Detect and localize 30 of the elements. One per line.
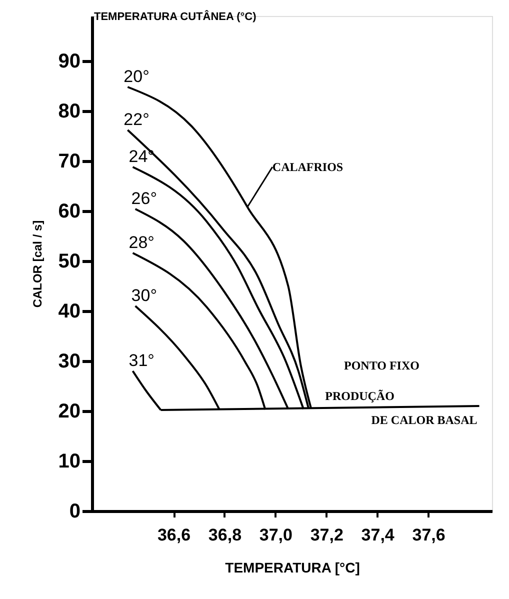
x-tick-label: 36,8 — [208, 526, 242, 544]
y-tick-label: 0 — [69, 500, 80, 522]
series-label: 20° — [124, 67, 150, 86]
y-tick-label: 20 — [58, 400, 80, 422]
y-tick-label: 10 — [58, 450, 80, 472]
annotation: PRODUÇÃO — [325, 389, 394, 403]
x-axis-title: TEMPERATURA [°C] — [225, 560, 360, 576]
annotation: PONTO FIXO — [344, 358, 420, 372]
x-tick-label: 37,2 — [310, 526, 344, 544]
x-tick-label: 36,6 — [157, 526, 191, 544]
y-tick-label: 50 — [58, 250, 80, 272]
y-tick-label: 80 — [58, 100, 80, 122]
series-label: 26° — [131, 189, 158, 208]
annotation: DE CALOR BASAL — [371, 413, 478, 427]
series-label: 31° — [128, 351, 154, 370]
y-tick-label: 60 — [58, 200, 80, 222]
series-label: 22° — [124, 110, 150, 129]
y-axis-title: CALOR [cal / s] — [30, 220, 44, 308]
y-tick-label: 90 — [58, 50, 80, 72]
x-tick-label: 37,4 — [361, 526, 395, 544]
annotation: CALAFRIOS — [272, 160, 344, 174]
series-label: 30° — [131, 286, 158, 305]
y-tick-label: 40 — [58, 300, 80, 322]
series-label: 24° — [128, 147, 154, 166]
x-tick-label: 37,0 — [259, 526, 292, 544]
y-tick-label: 70 — [58, 150, 80, 172]
annotation: TEMPERATURA CUTÂNEA (°C) — [94, 10, 257, 23]
series-label: 28° — [128, 233, 154, 252]
y-tick-label: 30 — [58, 350, 80, 372]
x-tick-label: 37,6 — [412, 526, 446, 544]
